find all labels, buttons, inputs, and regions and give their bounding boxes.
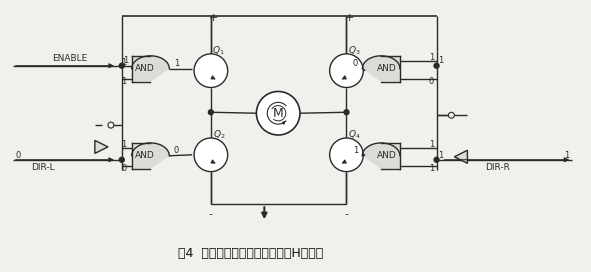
Text: 1: 1 <box>438 151 443 160</box>
Circle shape <box>434 63 439 68</box>
Circle shape <box>119 157 124 162</box>
Text: M: M <box>273 107 284 120</box>
Text: ENABLE: ENABLE <box>53 54 87 63</box>
Circle shape <box>434 157 439 162</box>
Circle shape <box>194 138 228 172</box>
Circle shape <box>256 91 300 135</box>
Text: 1: 1 <box>564 151 570 160</box>
Text: AND: AND <box>377 64 397 73</box>
Text: $Q_4$: $Q_4$ <box>348 129 361 141</box>
Text: AND: AND <box>135 151 155 160</box>
Text: $Q_3$: $Q_3$ <box>348 45 361 57</box>
PathPatch shape <box>362 56 400 82</box>
Text: 图4  具有使能控制和方向逻辑的H桥电路: 图4 具有使能控制和方向逻辑的H桥电路 <box>178 247 323 260</box>
Text: 1: 1 <box>121 58 126 67</box>
Text: 1: 1 <box>438 56 443 65</box>
Circle shape <box>108 122 114 128</box>
Text: 1: 1 <box>353 146 358 155</box>
Text: -: - <box>209 209 213 219</box>
Text: 1: 1 <box>121 140 126 149</box>
Text: $Q_1$: $Q_1$ <box>213 45 225 57</box>
Text: 1: 1 <box>429 140 434 149</box>
Text: 0: 0 <box>174 146 179 155</box>
Circle shape <box>209 110 213 115</box>
Circle shape <box>119 63 124 68</box>
PathPatch shape <box>132 143 169 169</box>
Circle shape <box>330 138 363 172</box>
Text: 0: 0 <box>353 59 358 68</box>
Text: $Q_2$: $Q_2$ <box>213 129 225 141</box>
Text: 1: 1 <box>429 164 434 173</box>
Text: +: + <box>345 13 354 23</box>
Text: 1: 1 <box>123 56 128 65</box>
Text: 1: 1 <box>174 59 179 68</box>
Text: DIR-L: DIR-L <box>31 163 54 172</box>
Text: 1: 1 <box>429 53 434 62</box>
Text: -: - <box>345 209 349 219</box>
Text: +: + <box>209 13 219 23</box>
Text: DIR-R: DIR-R <box>485 163 511 172</box>
Text: AND: AND <box>377 151 397 160</box>
Circle shape <box>194 54 228 88</box>
Text: AND: AND <box>135 64 155 73</box>
PathPatch shape <box>362 143 400 169</box>
Text: 0: 0 <box>121 164 126 173</box>
Text: 0: 0 <box>15 151 21 160</box>
PathPatch shape <box>132 56 169 82</box>
Text: 0: 0 <box>429 77 434 86</box>
Circle shape <box>344 110 349 115</box>
Polygon shape <box>95 140 108 153</box>
Circle shape <box>449 112 454 118</box>
Circle shape <box>330 54 363 88</box>
Text: 1: 1 <box>121 77 126 86</box>
Polygon shape <box>454 150 467 163</box>
